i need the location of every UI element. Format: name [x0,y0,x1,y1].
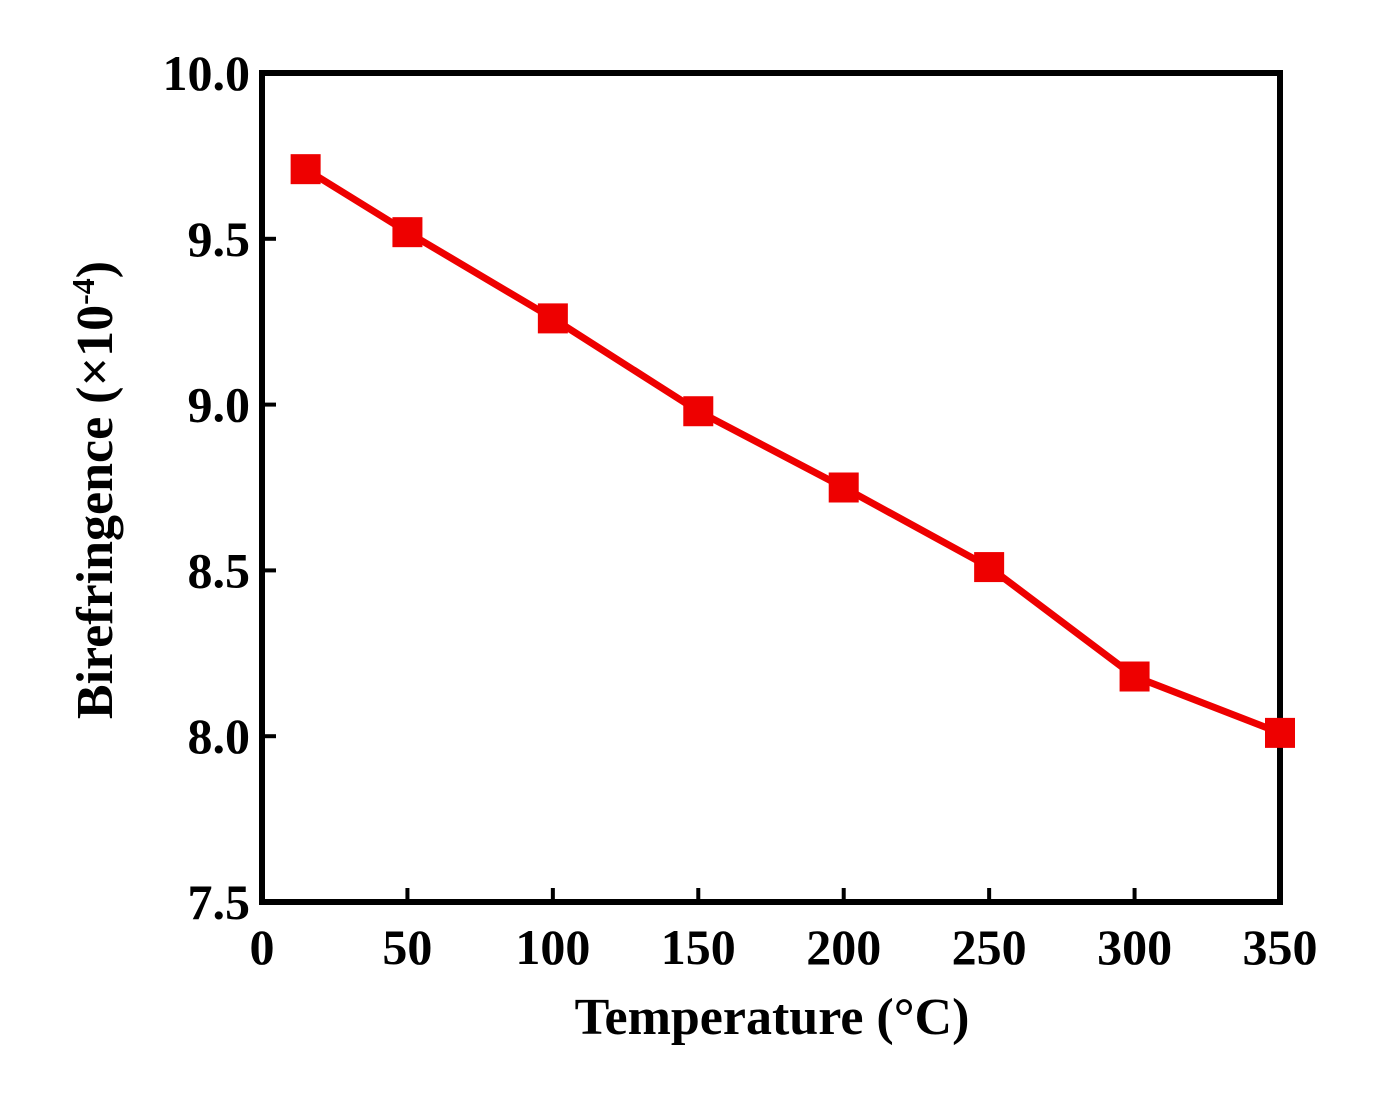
y-tick-label: 9.0 [188,377,251,433]
y-tick-label: 8.0 [188,708,251,764]
ticks: 0 50 100 150 200 250 300 350 7.5 8.0 8.5 9.0 9.5 10.0 [163,45,1318,975]
y-axis-title-exponent: -4 [65,278,101,305]
x-axis-title: Temperature (°C) [575,989,970,1046]
data-point [290,154,321,185]
y-axis-title-close: ) [67,261,124,278]
x-tick-label: 0 [250,919,275,975]
y-axis-title-main: Birefringence (×10 [67,305,124,719]
x-tick-label: 250 [952,919,1027,975]
series-line [303,166,1282,737]
data-point [392,217,423,248]
x-tick-label: 50 [382,919,432,975]
data-point [1265,717,1295,748]
y-tick-label: 10.0 [163,45,251,101]
y-tick-label: 7.5 [188,874,251,930]
x-tick-label: 300 [1097,919,1172,975]
plot-frame [259,70,1283,905]
x-tick-label: 100 [515,919,590,975]
y-tick-label: 8.5 [188,542,251,598]
x-tick-label: 150 [661,919,736,975]
data-point [974,552,1005,583]
data-series [290,154,1295,748]
data-point [1119,661,1150,692]
data-point [828,472,859,503]
x-tick-label: 200 [806,919,881,975]
x-tick-label: 350 [1243,919,1318,975]
data-point [537,303,568,334]
y-axis-title: Birefringence (×10-4) [65,261,124,719]
data-point [683,396,714,427]
y-tick-label: 9.5 [188,211,251,267]
axes [259,70,1283,905]
